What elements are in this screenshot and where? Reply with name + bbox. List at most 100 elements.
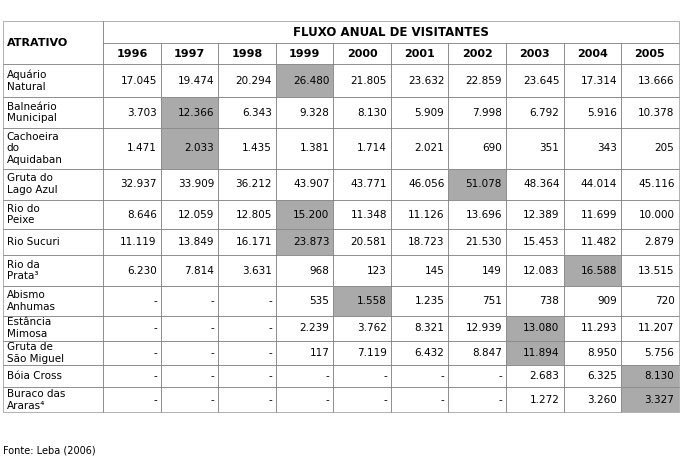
Text: -: -	[383, 371, 387, 381]
Text: 2000: 2000	[347, 49, 378, 59]
Text: 2002: 2002	[462, 49, 492, 59]
Bar	[449, 200, 506, 229]
Text: Rio do
Peixe: Rio do Peixe	[7, 204, 40, 225]
Text: 1.558: 1.558	[357, 296, 387, 306]
Bar	[3, 97, 104, 128]
Text: -: -	[153, 371, 157, 381]
Text: Gruta de
São Miguel: Gruta de São Miguel	[7, 342, 64, 364]
Bar	[3, 64, 104, 97]
Bar	[563, 255, 621, 286]
Bar	[333, 168, 391, 200]
Bar	[563, 229, 621, 255]
Bar	[391, 340, 449, 365]
Bar	[161, 316, 218, 340]
Bar	[276, 365, 333, 387]
Text: -: -	[211, 395, 214, 405]
Text: -: -	[153, 296, 157, 306]
Bar	[161, 286, 218, 316]
Text: -: -	[268, 323, 272, 333]
Bar	[449, 64, 506, 97]
Text: 16.171: 16.171	[235, 237, 272, 247]
Text: -: -	[498, 395, 502, 405]
Text: Cachoeira
do
Aquidaban: Cachoeira do Aquidaban	[7, 132, 63, 165]
Text: 12.389: 12.389	[523, 210, 559, 219]
Bar	[3, 200, 104, 229]
Bar	[3, 168, 104, 200]
Text: 3.327: 3.327	[644, 395, 674, 405]
Text: -: -	[211, 348, 214, 358]
Bar	[218, 64, 276, 97]
Bar	[563, 365, 621, 387]
Bar	[333, 286, 391, 316]
Bar	[218, 168, 276, 200]
Bar	[449, 128, 506, 168]
Bar	[506, 286, 563, 316]
Bar	[621, 229, 679, 255]
Text: 48.364: 48.364	[523, 179, 559, 189]
Bar	[3, 255, 104, 286]
Text: 26.480: 26.480	[293, 76, 329, 86]
Bar	[506, 229, 563, 255]
Bar	[506, 340, 563, 365]
Bar	[621, 316, 679, 340]
Text: Balneário
Municipal: Balneário Municipal	[7, 102, 57, 123]
Bar	[449, 286, 506, 316]
Bar	[449, 43, 506, 64]
Text: 13.696: 13.696	[465, 210, 502, 219]
Bar	[621, 286, 679, 316]
Bar	[506, 64, 563, 97]
Text: 2004: 2004	[577, 49, 608, 59]
Text: -: -	[268, 371, 272, 381]
Text: 36.212: 36.212	[235, 179, 272, 189]
Bar	[333, 64, 391, 97]
Bar	[276, 128, 333, 168]
Bar	[104, 229, 161, 255]
Bar	[333, 229, 391, 255]
Bar	[104, 365, 161, 387]
Text: 23.873: 23.873	[293, 237, 329, 247]
Text: 5.909: 5.909	[415, 108, 445, 118]
Bar	[218, 286, 276, 316]
Bar	[218, 340, 276, 365]
Bar	[621, 43, 679, 64]
Text: 535: 535	[310, 296, 329, 306]
Text: 46.056: 46.056	[408, 179, 445, 189]
Bar	[391, 387, 449, 412]
Text: 3.260: 3.260	[587, 395, 617, 405]
Text: 2.683: 2.683	[529, 371, 559, 381]
Bar	[218, 365, 276, 387]
Text: -: -	[211, 371, 214, 381]
Text: 18.723: 18.723	[408, 237, 445, 247]
Bar	[621, 365, 679, 387]
Bar	[104, 21, 679, 43]
Text: 2001: 2001	[404, 49, 435, 59]
Bar	[104, 97, 161, 128]
Bar	[333, 316, 391, 340]
Bar	[104, 64, 161, 97]
Bar	[333, 340, 391, 365]
Text: 1.471: 1.471	[127, 144, 157, 153]
Bar	[161, 200, 218, 229]
Text: 44.014: 44.014	[580, 179, 617, 189]
Bar	[449, 168, 506, 200]
Bar	[506, 387, 563, 412]
Bar	[276, 286, 333, 316]
Text: 117: 117	[310, 348, 329, 358]
Bar	[276, 200, 333, 229]
Bar	[333, 365, 391, 387]
Bar	[621, 64, 679, 97]
Text: Bóia Cross: Bóia Cross	[7, 371, 62, 381]
Text: 12.939: 12.939	[465, 323, 502, 333]
Text: -: -	[153, 323, 157, 333]
Bar	[333, 200, 391, 229]
Bar	[333, 387, 391, 412]
Text: -: -	[441, 395, 445, 405]
Text: 43.771: 43.771	[351, 179, 387, 189]
Bar	[161, 128, 218, 168]
Bar	[161, 97, 218, 128]
Text: 2003: 2003	[520, 49, 550, 59]
Bar	[3, 128, 104, 168]
Text: 1997: 1997	[174, 49, 205, 59]
Bar	[621, 387, 679, 412]
Text: 11.126: 11.126	[408, 210, 445, 219]
